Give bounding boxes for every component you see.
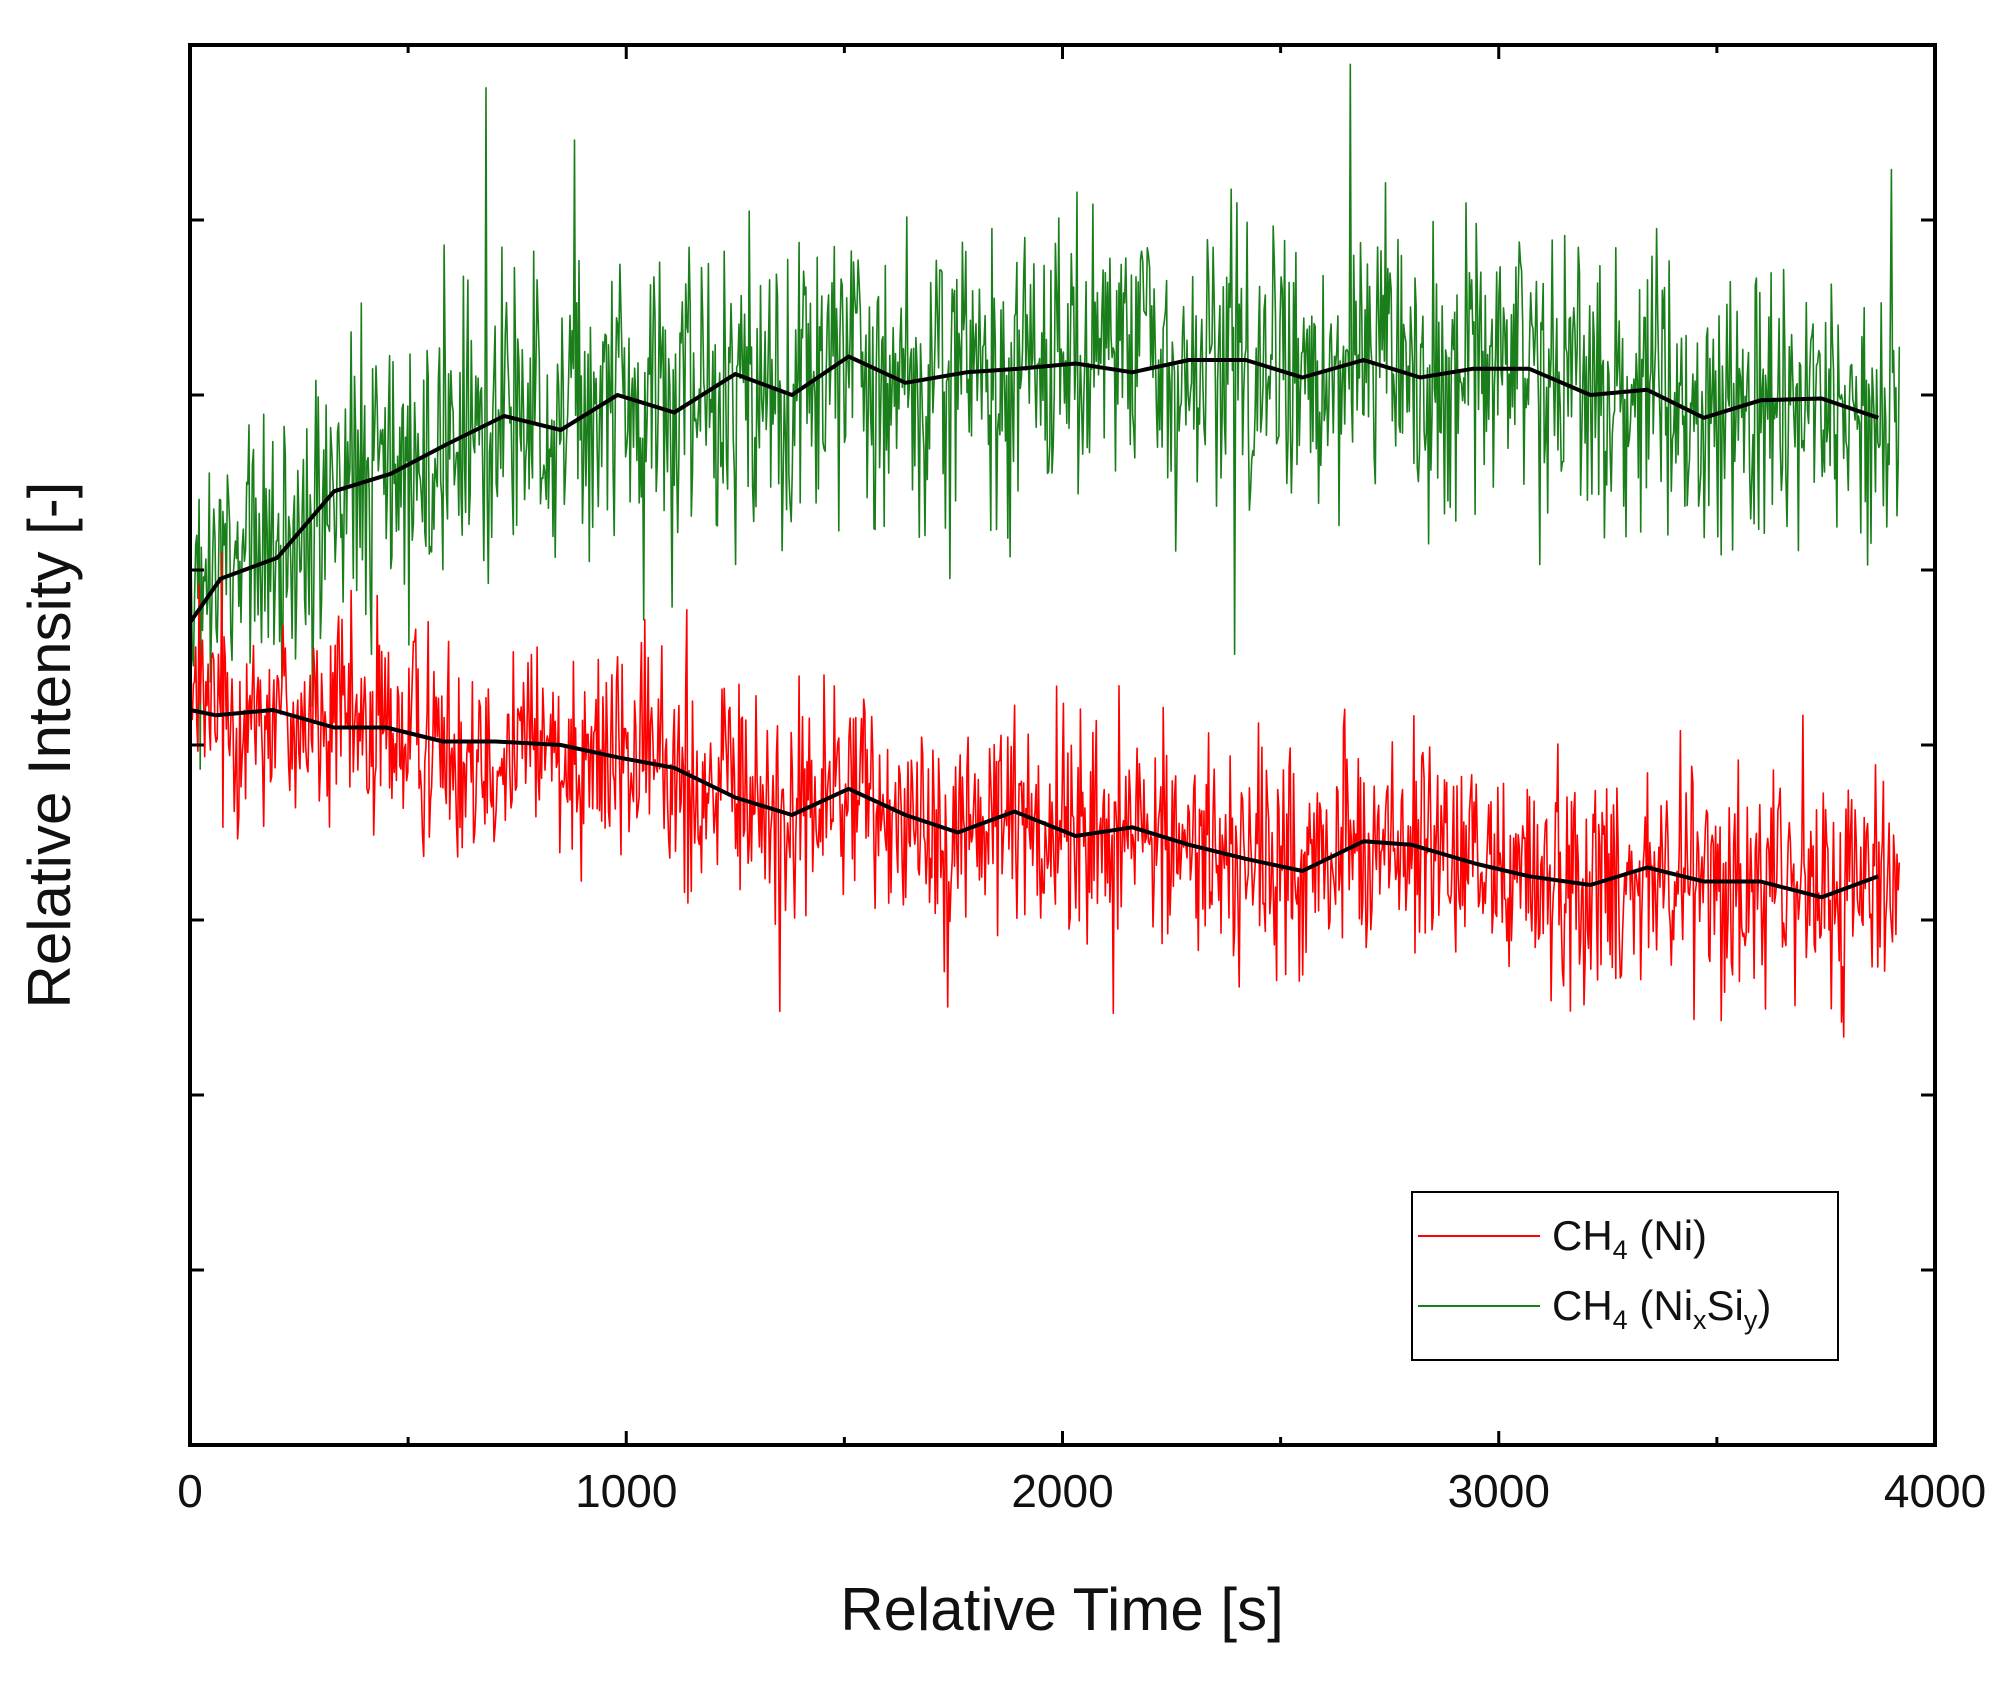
y-axis-title: Relative Intensity [-] xyxy=(16,482,83,1009)
x-tick-label: 4000 xyxy=(1884,1465,1986,1517)
x-tick-label: 2000 xyxy=(1011,1465,1113,1517)
plot-frame xyxy=(188,43,1937,1447)
tick-layer xyxy=(188,43,1937,1447)
x-axis-title: Relative Time [s] xyxy=(840,1576,1283,1643)
trend-line-ch4-nixsiy xyxy=(188,354,1879,624)
series-line-ch4-ni xyxy=(189,551,1901,1038)
legend-label-ch4-nixsiy: CH4 (NixSiy) xyxy=(1552,1282,1771,1335)
series-line-ch4-nixsiy xyxy=(189,63,1901,770)
x-tick-label: 0 xyxy=(177,1465,203,1517)
trend-layer xyxy=(188,354,1879,900)
x-tick-label: 3000 xyxy=(1448,1465,1550,1517)
legend: CH4 (Ni) CH4 (NixSiy) xyxy=(1411,1191,1839,1361)
legend-box xyxy=(1411,1191,1839,1361)
tick-label-layer: 0 1000 2000 3000 4000 xyxy=(177,1465,1986,1517)
series-layer xyxy=(189,63,1901,1038)
trend-line-ch4-ni xyxy=(189,708,1879,900)
legend-label-ch4-ni: CH4 (Ni) xyxy=(1552,1212,1707,1265)
x-tick-label: 1000 xyxy=(575,1465,677,1517)
